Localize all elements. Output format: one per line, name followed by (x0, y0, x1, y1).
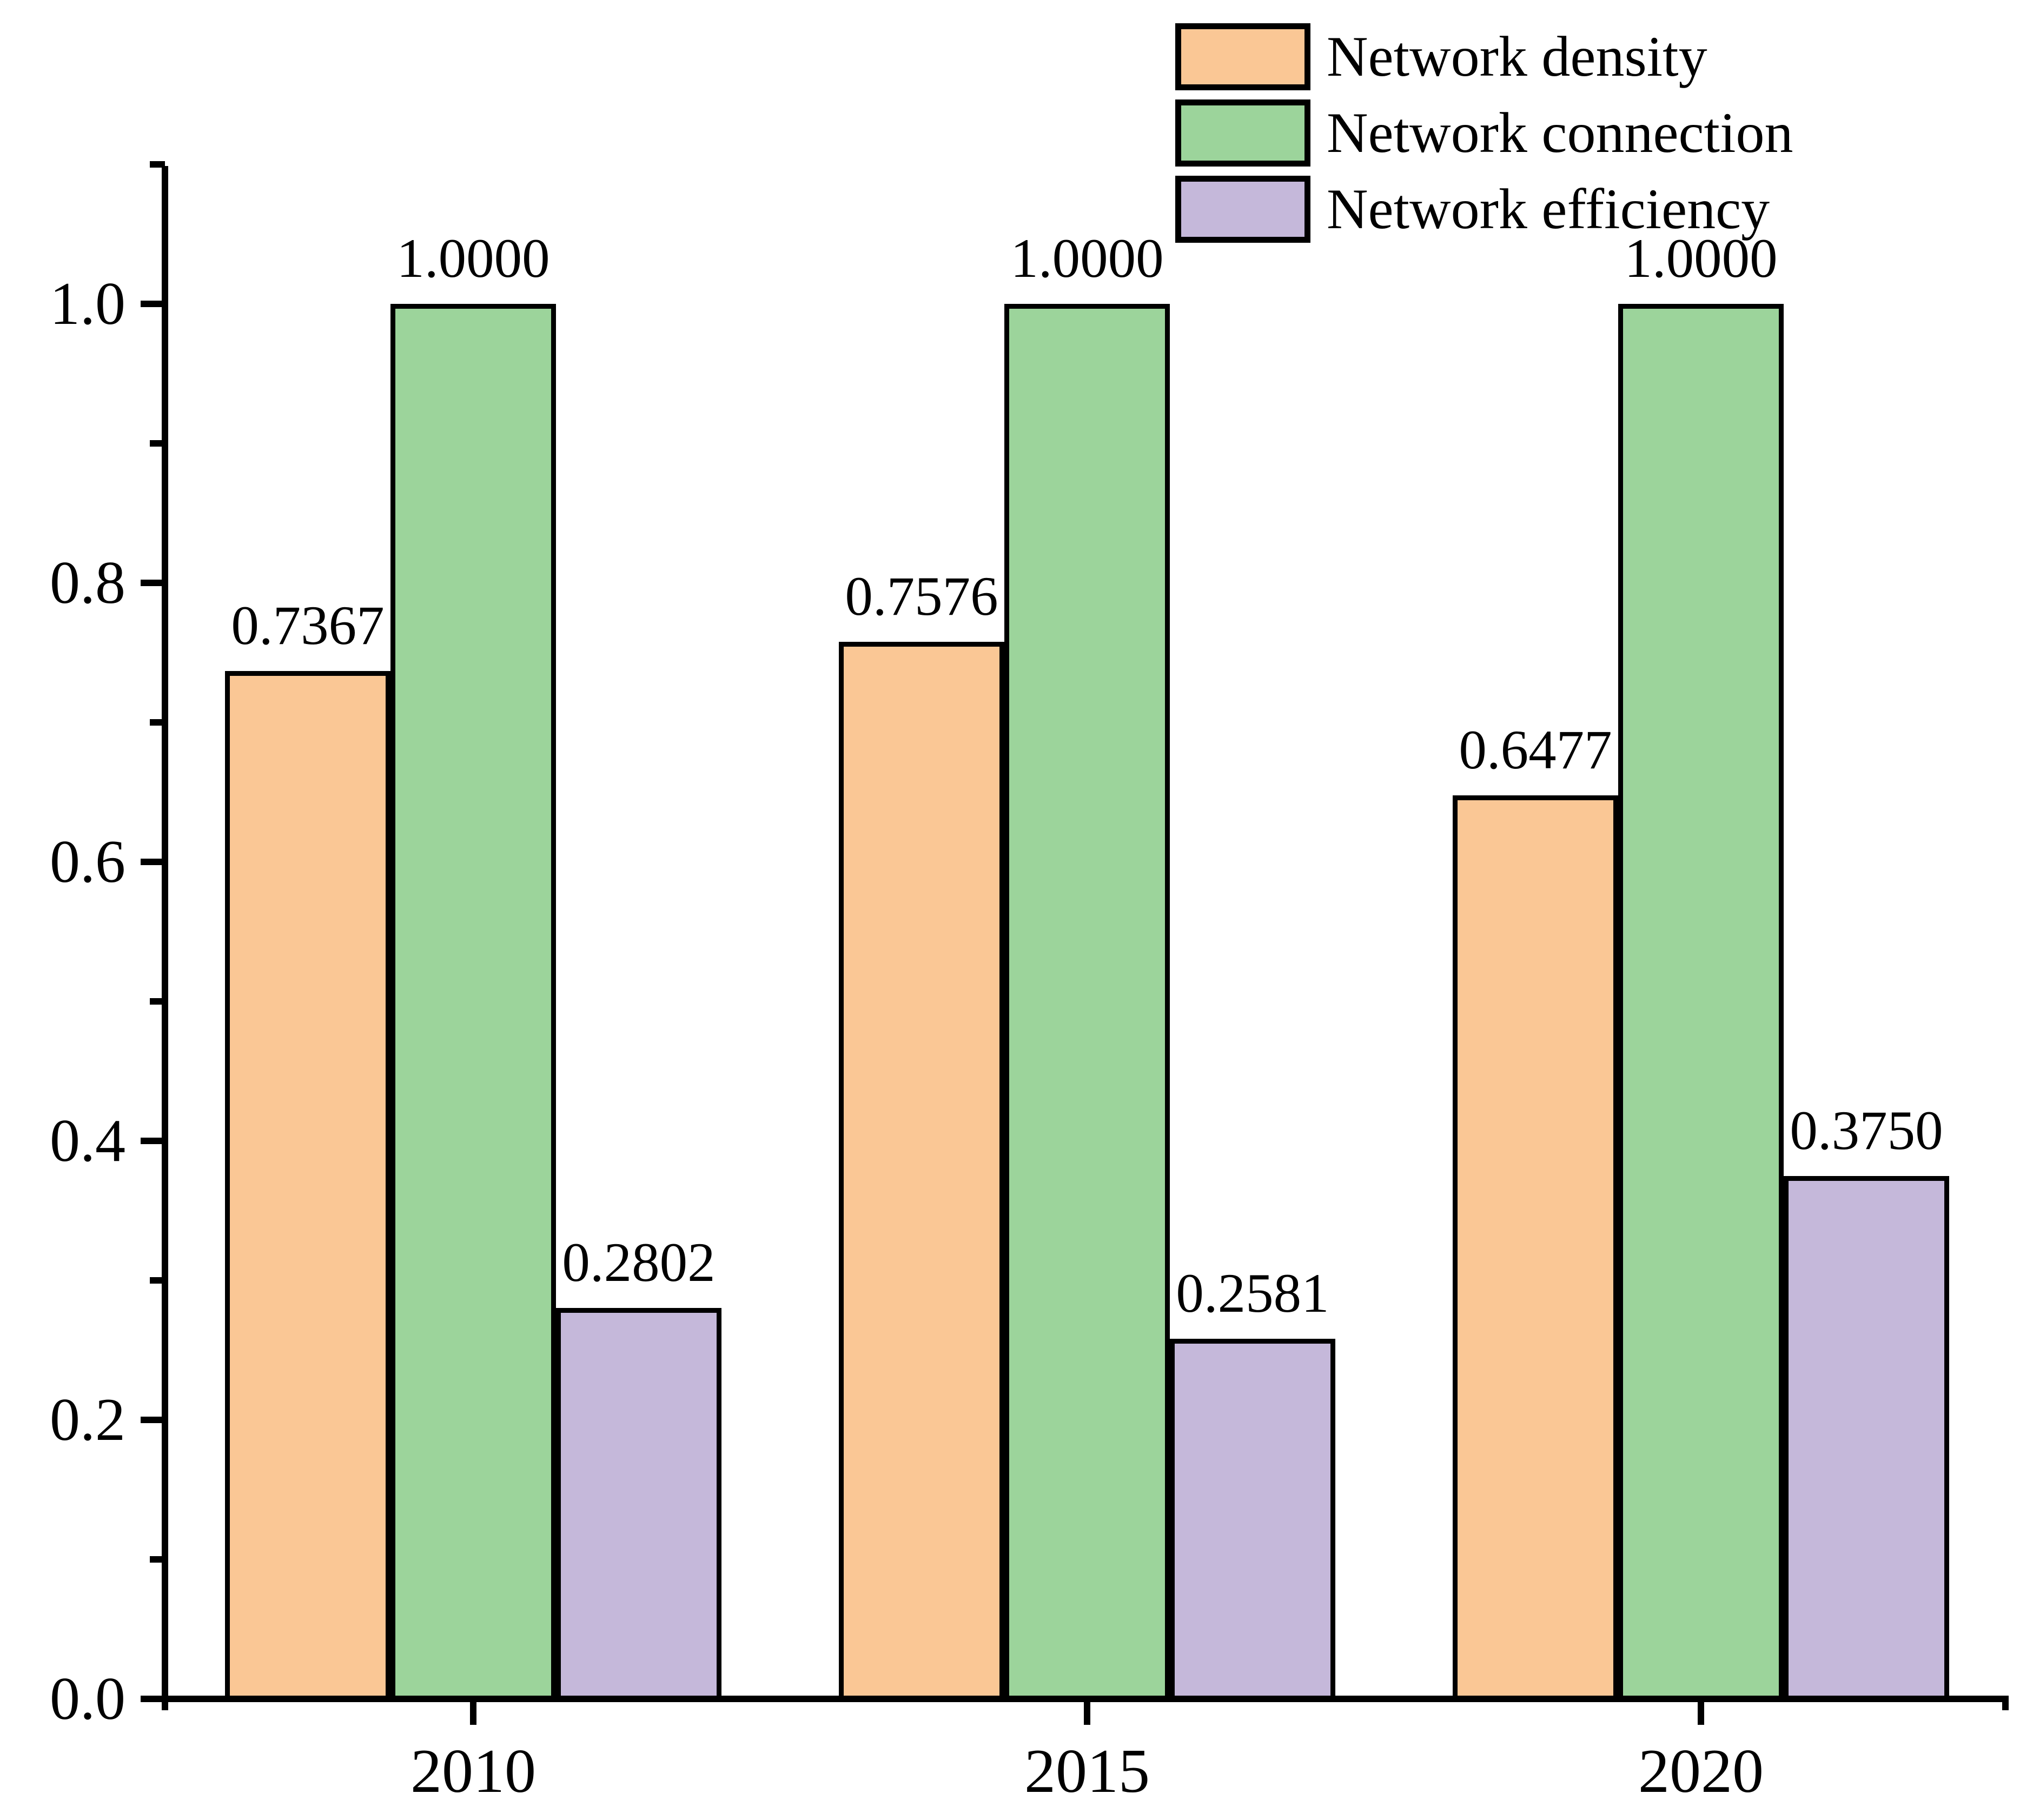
y-axis-minor-tick (150, 440, 165, 447)
bar-network-connection-2020 (1618, 304, 1784, 1702)
y-axis-major-tick (141, 580, 165, 586)
y-tick-label: 0.2 (50, 1386, 125, 1453)
y-axis-major-tick (141, 1138, 165, 1144)
bar-value-label: 1.0000 (1010, 228, 1164, 289)
y-axis-minor-tick (150, 1277, 165, 1284)
x-axis-tick (1698, 1702, 1704, 1725)
bar-network-connection-2010 (390, 304, 556, 1702)
y-axis-minor-tick (150, 998, 165, 1005)
bar-network-efficiency-2010 (556, 1308, 721, 1702)
x-axis-tick (1084, 1702, 1090, 1725)
y-axis (162, 166, 168, 1710)
y-tick-label: 0.0 (50, 1665, 125, 1732)
y-axis-major-tick (141, 1417, 165, 1423)
bar-value-label: 1.0000 (1624, 228, 1778, 289)
bar-value-label: 0.3750 (1790, 1099, 1943, 1161)
y-axis-minor-tick (150, 719, 165, 726)
y-tick-label: 0.8 (50, 549, 125, 616)
legend-label-network-connection: Network connection (1327, 101, 1793, 164)
y-tick-label: 0.6 (50, 828, 125, 895)
bar-network-density-2010 (225, 671, 390, 1702)
x-tick-label: 2015 (1024, 1737, 1150, 1806)
bar-network-density-2015 (839, 642, 1004, 1702)
bar-network-density-2020 (1453, 795, 1618, 1702)
legend-swatch-network-efficiency (1175, 176, 1310, 243)
bar-value-label: 0.7576 (845, 566, 998, 628)
y-axis-major-tick (141, 1696, 165, 1702)
bar-value-label: 0.7367 (231, 595, 385, 657)
bar-value-label: 0.2802 (562, 1232, 716, 1294)
legend-label-network-density: Network density (1327, 25, 1707, 88)
x-axis (162, 1696, 2009, 1702)
legend-label-network-efficiency: Network efficiency (1327, 177, 1770, 241)
x-tick-label: 2010 (410, 1737, 536, 1806)
y-axis-major-tick (141, 301, 165, 307)
bar-value-label: 0.6477 (1459, 719, 1612, 781)
y-axis-major-tick (141, 859, 165, 865)
y-tick-label: 1.0 (50, 270, 125, 337)
legend-swatch-network-connection (1175, 99, 1310, 167)
bar-network-efficiency-2020 (1784, 1175, 1949, 1702)
x-axis-tick (470, 1702, 476, 1725)
bar-network-efficiency-2015 (1170, 1339, 1335, 1702)
bar-value-label: 0.2581 (1176, 1263, 1329, 1325)
y-axis-minor-tick (150, 161, 165, 168)
y-tick-label: 0.4 (50, 1107, 125, 1174)
bar-network-connection-2015 (1004, 304, 1170, 1702)
bar-value-label: 1.0000 (396, 228, 550, 289)
legend-swatch-network-density (1175, 23, 1310, 90)
x-tick-label: 2020 (1638, 1737, 1764, 1806)
y-axis-minor-tick (150, 1556, 165, 1563)
x-axis-end-cap (2002, 1696, 2009, 1710)
